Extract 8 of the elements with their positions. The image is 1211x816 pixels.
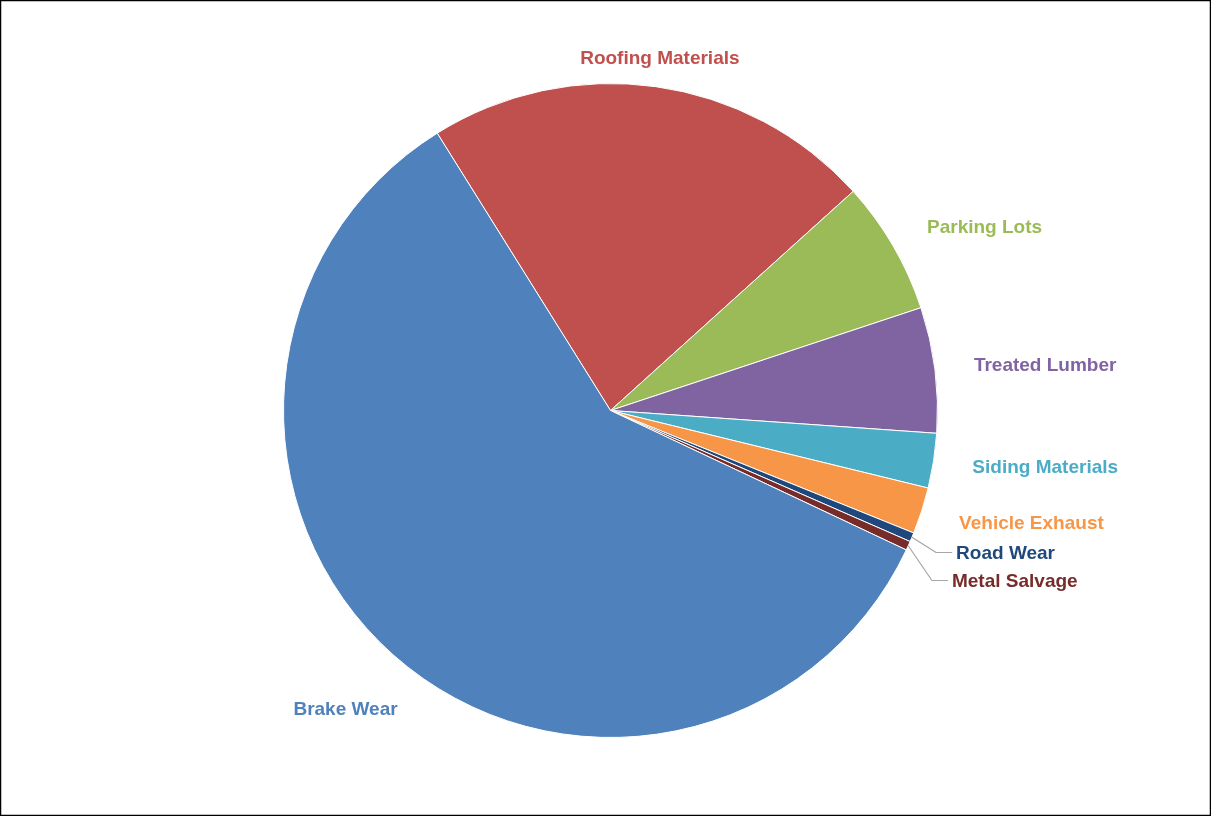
slice-label: Treated Lumber <box>973 354 1118 376</box>
slice-label: Siding Materials <box>972 456 1119 478</box>
slice-label: Parking Lots <box>927 215 1043 237</box>
slice-label: Road Wear <box>956 541 1056 563</box>
slice-label: Roofing Materials <box>580 47 740 68</box>
slice-label: Metal Salvage <box>951 569 1078 591</box>
slice-label: Vehicle Exhaust <box>959 512 1105 534</box>
slice-label: Brake Wear <box>293 698 399 720</box>
